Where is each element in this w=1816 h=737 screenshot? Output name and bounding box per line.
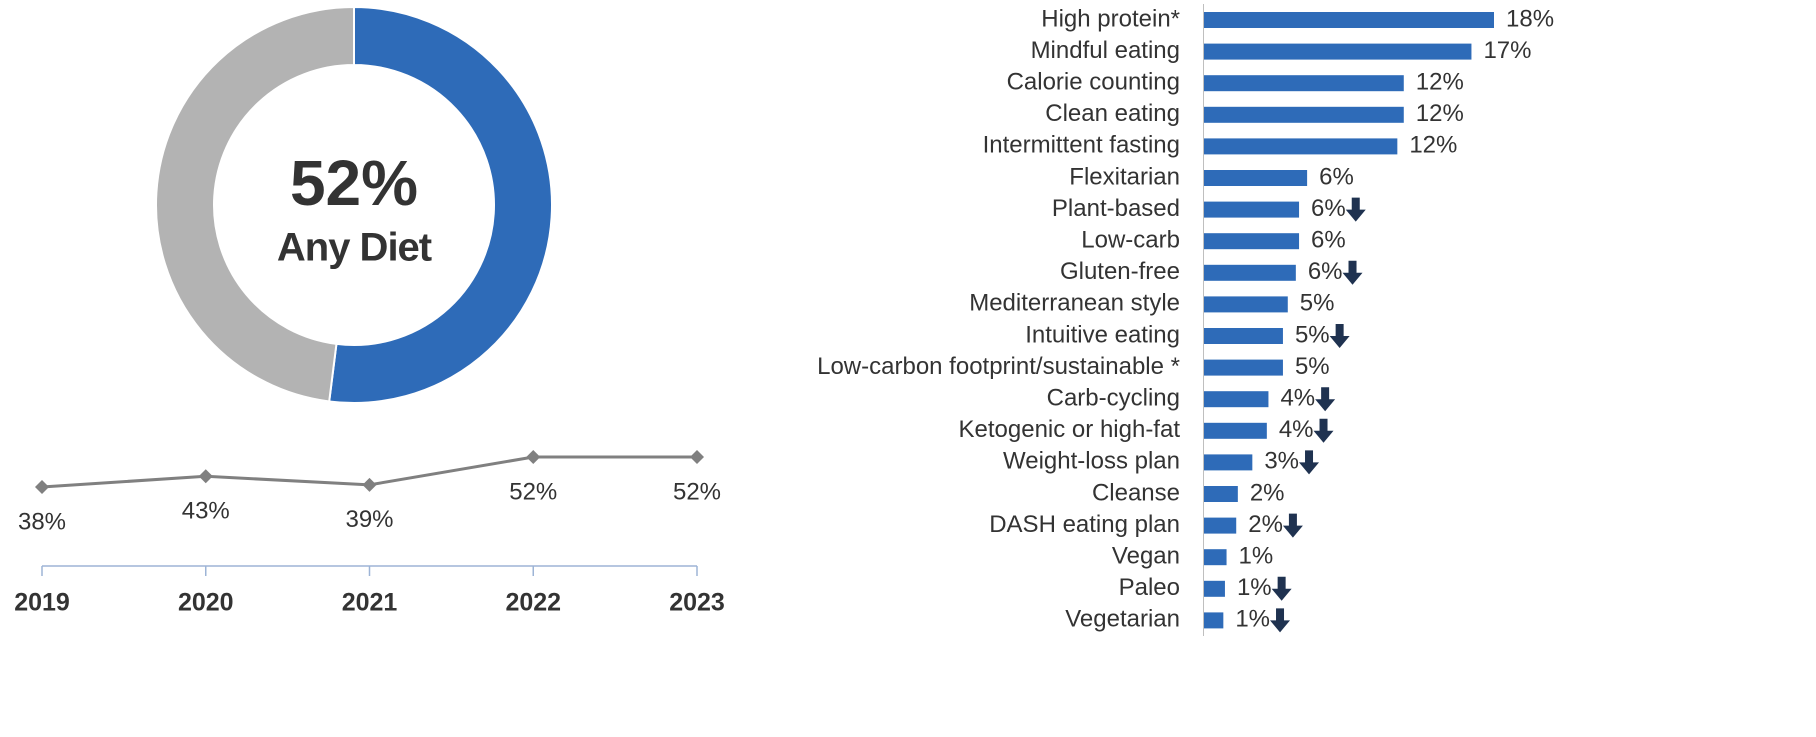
- bar-value-label: 5%: [1295, 353, 1330, 380]
- donut-segment: [155, 5, 355, 403]
- bar-category-label: Flexitarian: [1069, 163, 1180, 190]
- trend-marker: [35, 480, 49, 494]
- bar-value-label: 12%: [1409, 132, 1457, 159]
- bar: [1204, 454, 1253, 471]
- bar: [1204, 328, 1283, 344]
- bar: [1204, 391, 1269, 408]
- trend-value-label: 39%: [345, 506, 393, 533]
- bar: [1204, 612, 1224, 629]
- bar-value-label: 3%: [1264, 448, 1299, 475]
- trend-marker: [362, 477, 377, 492]
- trend-marker: [690, 450, 704, 464]
- bar-category-label: Vegetarian: [1065, 606, 1180, 633]
- bar-category-label: Mediterranean style: [969, 290, 1180, 317]
- bar-category-label: Paleo: [1119, 574, 1180, 601]
- bar: [1204, 517, 1237, 534]
- bar-value-label: 1%: [1235, 606, 1270, 633]
- bar: [1204, 75, 1404, 92]
- donut-segment: [328, 5, 553, 404]
- bar-category-label: Ketogenic or high-fat: [959, 416, 1181, 443]
- bar-value-label: 6%: [1311, 195, 1346, 222]
- donut-center-label: Any Diet: [277, 226, 432, 270]
- donut-center-value: 52%: [290, 147, 418, 219]
- trend-value-label: 52%: [509, 478, 557, 505]
- bar: [1204, 12, 1494, 28]
- bar-category-label: Calorie counting: [1007, 69, 1180, 96]
- bar-category-label: Weight-loss plan: [1003, 448, 1180, 475]
- bar-value-label: 6%: [1308, 258, 1343, 285]
- trend-marker: [198, 469, 213, 484]
- bar-value-label: 4%: [1280, 385, 1315, 412]
- bar: [1204, 106, 1404, 123]
- bar-value-label: 5%: [1295, 321, 1330, 348]
- bar: [1204, 580, 1225, 597]
- bar-category-label: Clean eating: [1045, 100, 1180, 127]
- bar-value-label: 12%: [1416, 100, 1464, 127]
- bar-category-label: Carb-cycling: [1047, 385, 1180, 412]
- bar-category-label: Vegan: [1112, 543, 1180, 570]
- bar: [1204, 422, 1267, 439]
- bar-category-label: DASH eating plan: [989, 511, 1180, 538]
- bar-category-label: Gluten-free: [1060, 258, 1180, 285]
- x-tick-label: 2021: [342, 589, 398, 617]
- bar: [1204, 359, 1283, 376]
- bar-category-label: Intermittent fasting: [983, 132, 1180, 159]
- decrease-arrow: [1271, 576, 1292, 601]
- decrease-arrow: [1342, 260, 1363, 285]
- bar-value-label: 2%: [1250, 479, 1285, 506]
- bar-category-label: Mindful eating: [1031, 37, 1180, 64]
- bar-category-label: Low-carbon footprint/sustainable *: [817, 353, 1180, 380]
- bar-category-label: High protein*: [1041, 5, 1180, 32]
- bar-value-label: 1%: [1237, 574, 1272, 601]
- decrease-arrow: [1313, 418, 1334, 443]
- bar-category-label: Intuitive eating: [1025, 321, 1180, 348]
- decrease-arrow: [1270, 608, 1291, 633]
- x-tick-label: 2019: [14, 589, 70, 617]
- decrease-arrow: [1345, 197, 1366, 222]
- bar: [1204, 549, 1227, 566]
- bar-value-label: 2%: [1248, 511, 1283, 538]
- decrease-arrow: [1329, 324, 1350, 348]
- bar-value-label: 4%: [1279, 416, 1314, 443]
- bar: [1204, 486, 1238, 502]
- trend-marker: [526, 450, 541, 464]
- decrease-arrow: [1282, 513, 1303, 538]
- bar-value-label: 18%: [1506, 5, 1554, 32]
- bar-value-label: 12%: [1416, 69, 1464, 96]
- bar-category-label: Low-carb: [1081, 227, 1180, 254]
- bar: [1204, 43, 1472, 60]
- bar-value-label: 6%: [1319, 163, 1354, 190]
- bar-value-label: 17%: [1483, 37, 1531, 64]
- decrease-arrow: [1315, 387, 1336, 412]
- bar: [1204, 296, 1288, 313]
- bar: [1204, 233, 1300, 250]
- bar: [1204, 201, 1300, 218]
- trend-value-label: 38%: [18, 508, 66, 535]
- x-tick-label: 2023: [669, 589, 725, 617]
- bar-value-label: 5%: [1300, 290, 1335, 317]
- x-tick-label: 2022: [505, 589, 561, 617]
- trend-value-label: 43%: [182, 498, 230, 525]
- bar-category-label: Cleanse: [1092, 479, 1180, 506]
- bar-value-label: 6%: [1311, 227, 1346, 254]
- bar: [1204, 170, 1308, 186]
- bar: [1204, 264, 1296, 281]
- bar-value-label: 1%: [1239, 543, 1274, 570]
- x-tick-label: 2020: [178, 589, 234, 617]
- decrease-arrow: [1299, 450, 1320, 475]
- trend-value-label: 52%: [673, 478, 721, 505]
- bar: [1204, 138, 1398, 155]
- bar-category-label: Plant-based: [1052, 195, 1180, 222]
